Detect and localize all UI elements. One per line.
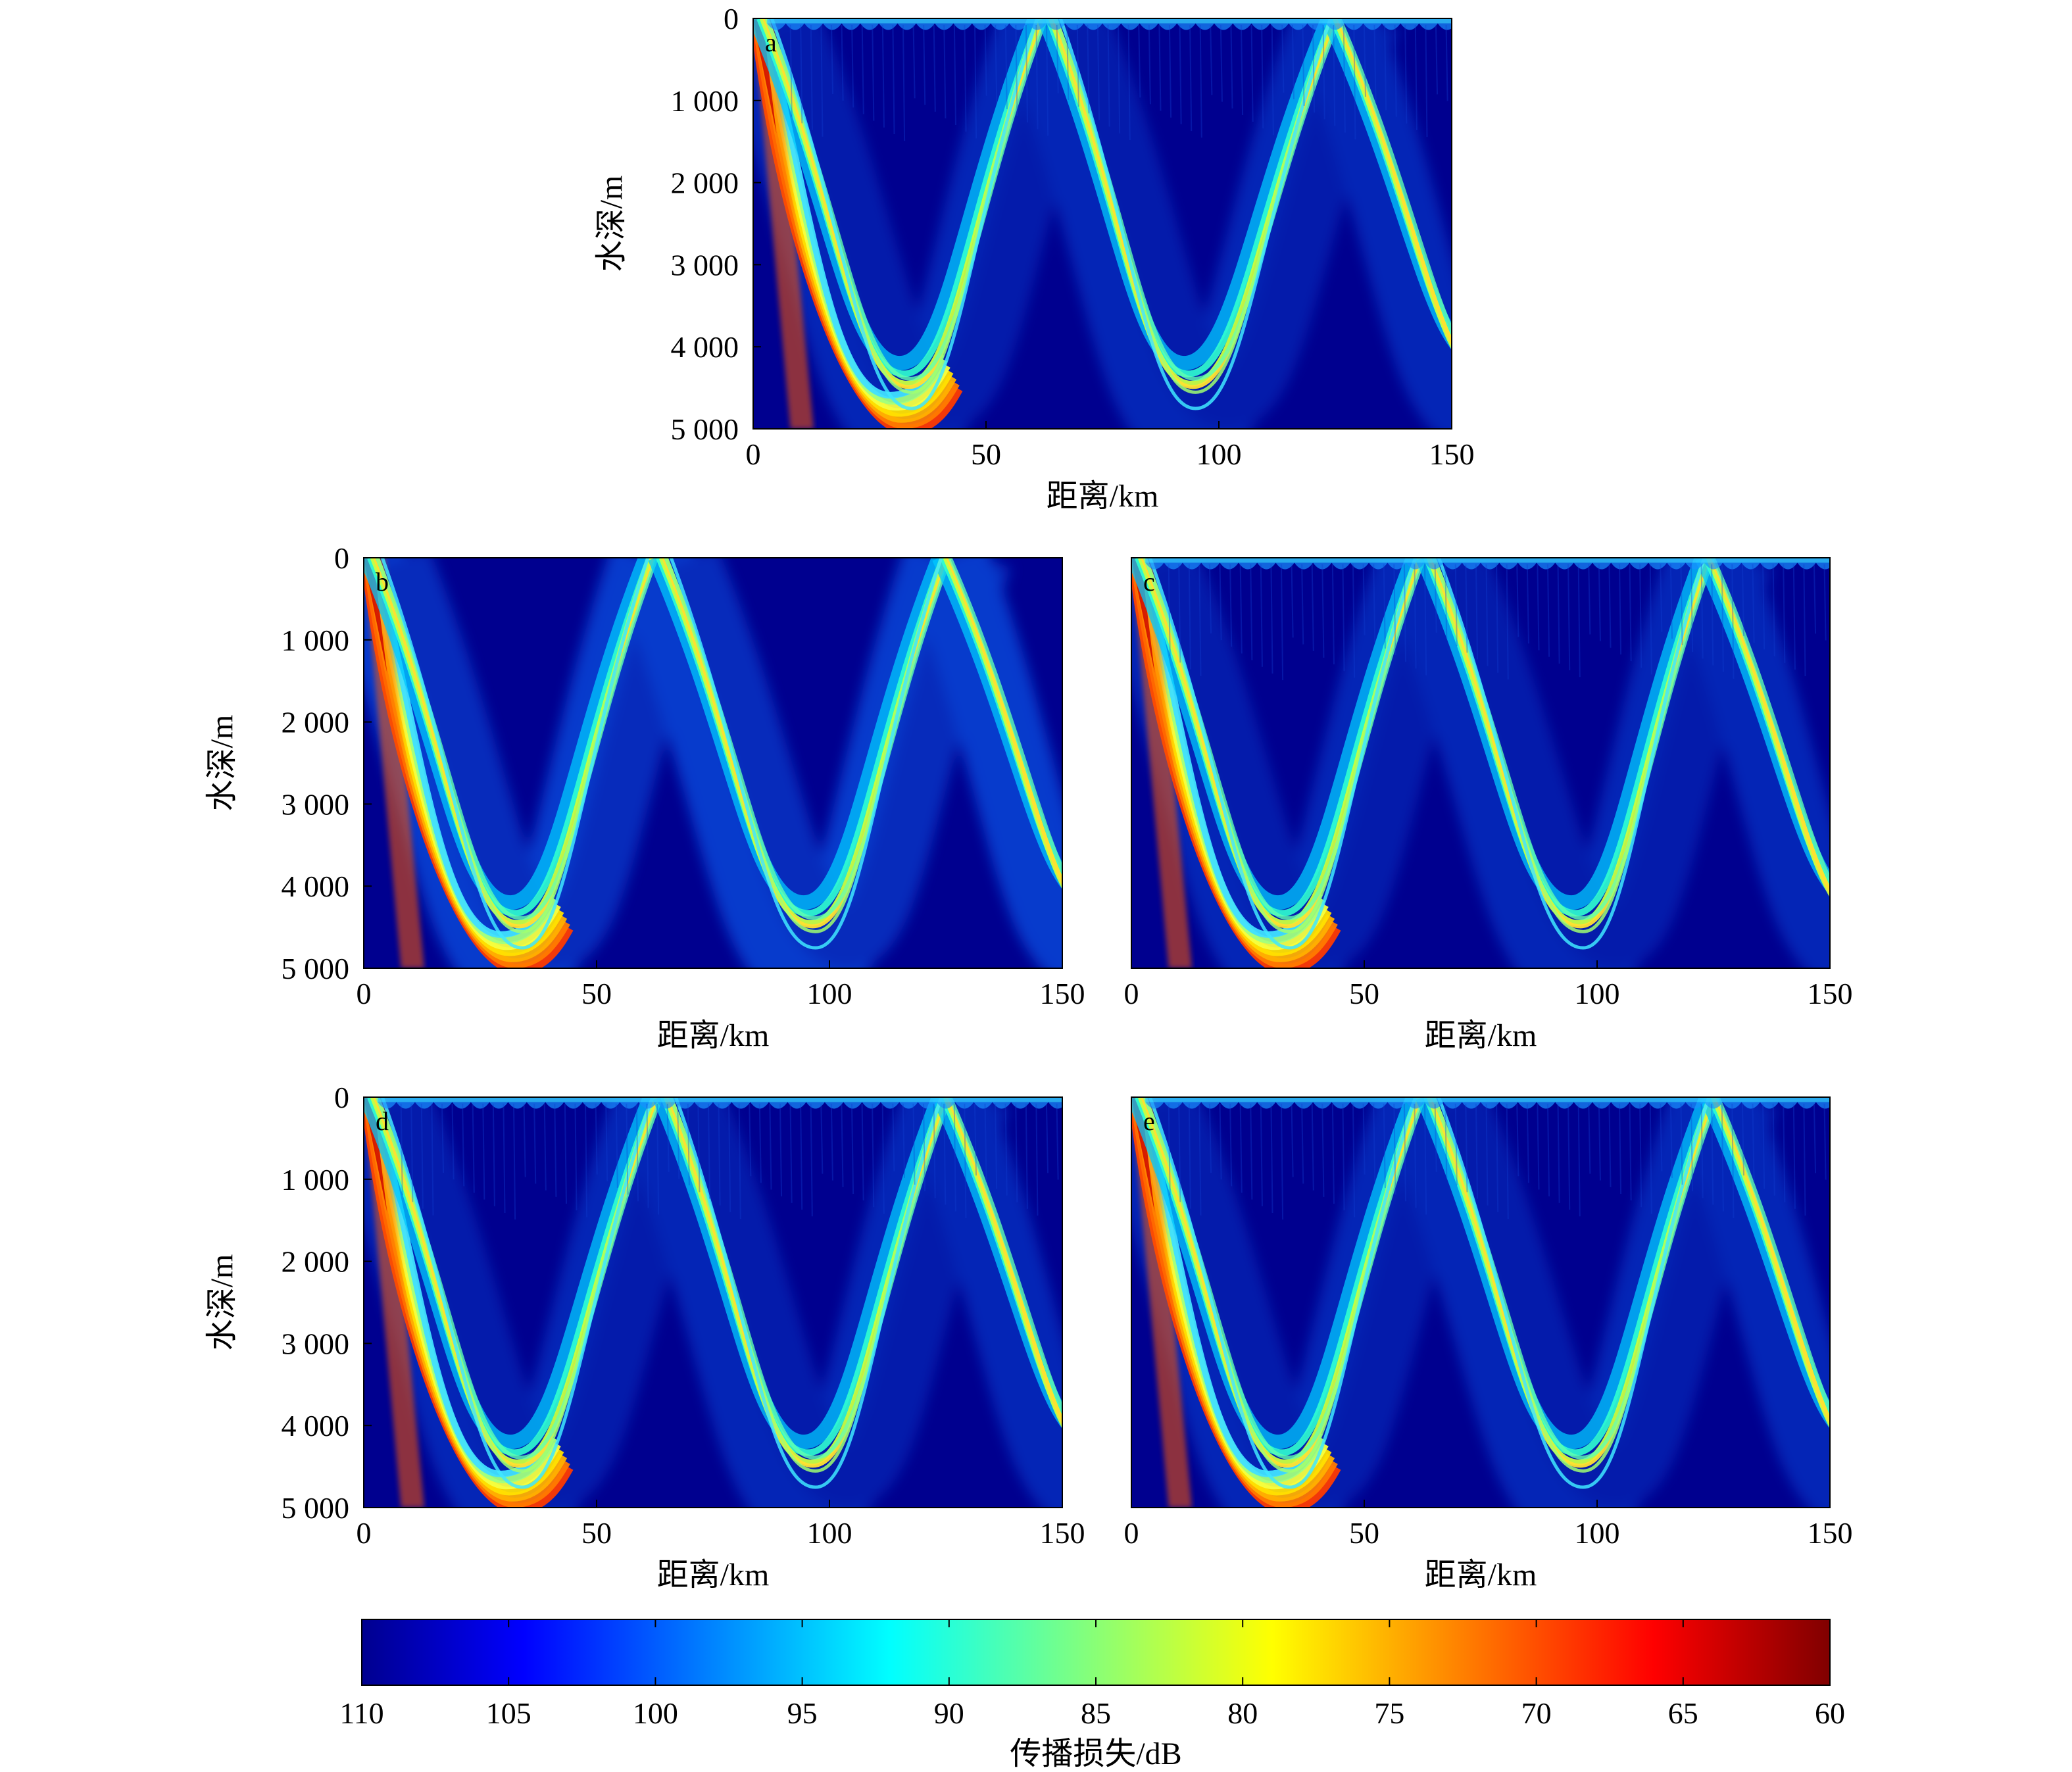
panel-label-d: d xyxy=(376,1106,389,1136)
y-tick-label: 2 000 xyxy=(671,166,739,200)
y-tick-label: 0 xyxy=(334,1081,349,1114)
sound-field-e xyxy=(1131,1097,1830,1508)
panel-label-a: a xyxy=(765,28,777,57)
y-axis-label: 水深/m xyxy=(594,176,629,272)
x-tick-label: 100 xyxy=(1575,977,1620,1010)
x-tick-label: 150 xyxy=(1808,1516,1853,1550)
x-tick-label: 100 xyxy=(1196,437,1242,471)
x-tick-label: 100 xyxy=(1575,1516,1620,1550)
colorbar-gradient xyxy=(361,1619,1831,1686)
x-tick-label: 0 xyxy=(357,1516,372,1550)
sound-field-d xyxy=(364,1097,1062,1508)
colorbar-tick-label: 90 xyxy=(934,1696,964,1730)
x-axis-label: 距离/km xyxy=(657,1018,770,1053)
x-tick-label: 50 xyxy=(581,977,612,1010)
x-tick-label: 0 xyxy=(1124,977,1139,1010)
x-tick-label: 50 xyxy=(1349,1516,1379,1550)
surface-duct-a xyxy=(767,18,1452,141)
axes-frame-d xyxy=(363,1096,1063,1508)
x-tick-label: 100 xyxy=(807,1516,852,1550)
colorbar-tick-label: 95 xyxy=(787,1696,818,1730)
y-tick-label: 2 000 xyxy=(282,706,350,739)
axes-frame-a xyxy=(752,18,1452,430)
x-tick-label: 150 xyxy=(1429,437,1475,471)
panel-e: e 0 50 100 150 距离/km xyxy=(1124,1096,1853,1592)
x-axis-label: 距离/km xyxy=(1425,1558,1537,1592)
colorbar-tick-label: 85 xyxy=(1081,1696,1111,1730)
y-tick-label: 1 000 xyxy=(282,1163,350,1196)
panel-c: c 0 50 100 150 距离/km xyxy=(1124,557,1853,1053)
y-tick-label: 0 xyxy=(724,2,739,36)
y-tick-label: 5 000 xyxy=(282,952,350,985)
y-tick-label: 4 000 xyxy=(282,870,350,903)
surface-duct-d xyxy=(378,1097,1062,1220)
colorbar-tick-label: 80 xyxy=(1227,1696,1258,1730)
y-tick-label: 3 000 xyxy=(671,248,739,282)
axes-frame-e xyxy=(1131,1096,1831,1508)
x-tick-label: 100 xyxy=(807,977,852,1010)
colorbar-label: 传播损失/dB xyxy=(1010,1736,1181,1771)
x-tick-label: 0 xyxy=(357,977,372,1010)
y-tick-label: 4 000 xyxy=(282,1409,350,1442)
y-tick-label: 1 000 xyxy=(282,624,350,657)
x-axis-label: 距离/km xyxy=(1047,479,1159,514)
convergence-zones-b xyxy=(364,558,1062,950)
sound-field-c xyxy=(1131,558,1830,968)
x-tick-label: 50 xyxy=(971,437,1001,471)
colorbar-tick-label: 105 xyxy=(486,1696,531,1730)
panel-label-b: b xyxy=(376,567,389,597)
x-tick-label: 50 xyxy=(1349,977,1379,1010)
y-tick-label: 5 000 xyxy=(282,1491,350,1525)
x-tick-label: 50 xyxy=(581,1516,612,1550)
x-tick-label: 0 xyxy=(746,437,761,471)
axes-frame-b xyxy=(363,557,1063,969)
x-tick-label: 150 xyxy=(1808,977,1853,1010)
surface-duct-c xyxy=(1145,558,1830,681)
convergence-zones-a xyxy=(753,18,1452,410)
colorbar-tick-label: 70 xyxy=(1521,1696,1552,1730)
x-axis-label: 距离/km xyxy=(1425,1018,1537,1053)
y-axis-label: 水深/m xyxy=(205,1254,239,1351)
colorbar: 110 105 100 95 90 85 80 75 70 65 60 传播损失/dB xyxy=(339,1619,1845,1771)
x-axis-label: 距离/km xyxy=(657,1558,770,1592)
y-tick-label: 3 000 xyxy=(282,1327,350,1360)
colorbar-tick-label: 100 xyxy=(633,1696,678,1730)
y-tick-label: 5 000 xyxy=(671,412,739,446)
panel-label-c: c xyxy=(1143,567,1155,597)
y-tick-label: 0 xyxy=(334,541,349,575)
colorbar-tick-label: 75 xyxy=(1374,1696,1404,1730)
direct-path-e xyxy=(1131,1097,1341,1508)
sound-field-a xyxy=(753,18,1452,429)
convergence-zones-d xyxy=(364,1097,1062,1489)
convergence-zones-c xyxy=(1131,558,1830,950)
convergence-zones-e xyxy=(1131,1097,1830,1489)
y-tick-label: 4 000 xyxy=(671,330,739,364)
direct-path-d xyxy=(364,1097,574,1508)
surface-duct-e xyxy=(1145,1097,1830,1220)
y-tick-label: 1 000 xyxy=(671,84,739,118)
colorbar-tick-label: 65 xyxy=(1668,1696,1698,1730)
x-tick-label: 150 xyxy=(1040,977,1085,1010)
sound-field-b xyxy=(364,558,1062,968)
x-tick-label: 0 xyxy=(1124,1516,1139,1550)
y-tick-label: 2 000 xyxy=(282,1245,350,1279)
colorbar-tick-label: 60 xyxy=(1815,1696,1845,1730)
colorbar-tick-label: 110 xyxy=(339,1696,383,1730)
y-axis-label: 水深/m xyxy=(205,715,239,812)
y-tick-label: 3 000 xyxy=(282,787,350,821)
x-tick-label: 150 xyxy=(1040,1516,1085,1550)
axes-frame-c xyxy=(1131,557,1831,969)
panel-label-e: e xyxy=(1143,1106,1155,1136)
